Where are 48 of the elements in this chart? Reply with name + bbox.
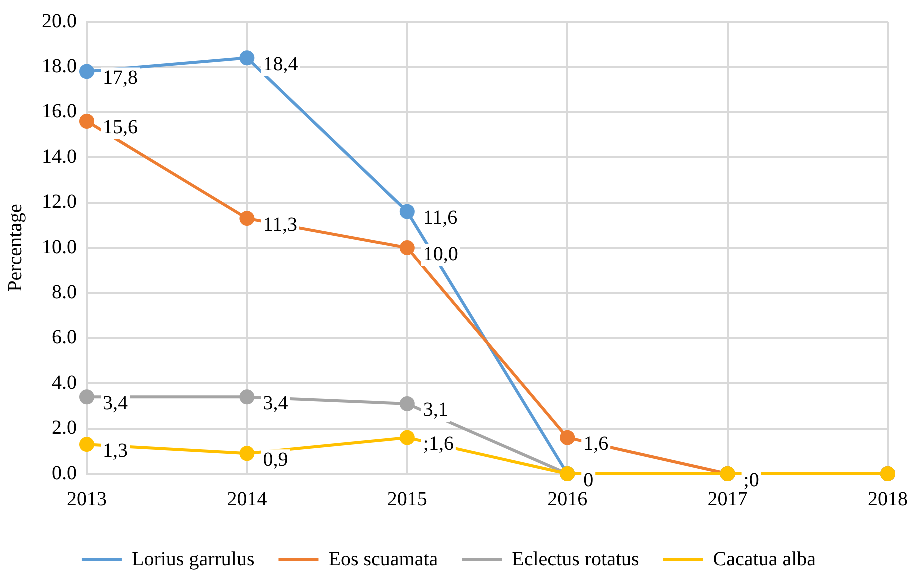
y-tick-label: 2.0 — [52, 417, 77, 440]
y-tick-label: 6.0 — [52, 326, 77, 349]
data-label: 15,6 — [103, 116, 138, 139]
point — [80, 390, 94, 405]
data-label: 0 — [584, 469, 594, 492]
y-tick-label: 20.0 — [42, 10, 77, 32]
point — [560, 430, 576, 446]
x-tick-label: 2015 — [387, 488, 428, 510]
y-tick-label: 4.0 — [52, 372, 77, 394]
data-label: 11,6 — [423, 207, 458, 230]
x-tick-label: 2018 — [868, 488, 908, 510]
data-label: 0,9 — [263, 448, 288, 471]
point — [240, 446, 255, 462]
y-tick-label: 14.0 — [42, 146, 77, 168]
legend-label: Cacatua alba — [713, 548, 816, 570]
data-label: 11,3 — [263, 214, 298, 236]
y-tick-label: 16.0 — [42, 100, 77, 123]
x-tick-label: 2013 — [67, 488, 107, 510]
data-label: 3,4 — [263, 392, 288, 414]
data-label: 3,1 — [423, 399, 448, 422]
point — [400, 204, 415, 220]
point — [400, 396, 415, 412]
point — [400, 240, 415, 256]
data-label: 18,4 — [263, 53, 298, 76]
data-label: ;0 — [744, 469, 760, 492]
y-tick-label: 8.0 — [52, 281, 77, 304]
point — [240, 211, 255, 226]
y-tick-label: 18.0 — [42, 55, 77, 78]
y-tick-label: 10.0 — [42, 236, 77, 258]
x-tick-label: 2014 — [227, 488, 268, 510]
legend-label: Lorius garrulus — [132, 548, 255, 570]
legend-label: Eos scuamata — [328, 548, 438, 570]
data-label: 10,0 — [423, 243, 458, 266]
data-label: ;1,6 — [423, 433, 454, 456]
data-label: 1,3 — [103, 440, 128, 462]
point — [400, 430, 415, 446]
point — [80, 437, 94, 452]
point — [240, 390, 255, 405]
point — [80, 114, 94, 129]
legend-label: Eclectus rotatus — [512, 548, 640, 570]
point — [80, 64, 94, 80]
point — [240, 50, 255, 66]
y-tick-label: 12.0 — [42, 191, 77, 214]
y-tick-label: 0.0 — [52, 462, 77, 484]
data-label: 1,6 — [584, 433, 609, 456]
data-label: 3,4 — [103, 392, 128, 414]
data-label: 17,8 — [103, 66, 138, 89]
y-axis-title: Percentage — [4, 204, 26, 292]
